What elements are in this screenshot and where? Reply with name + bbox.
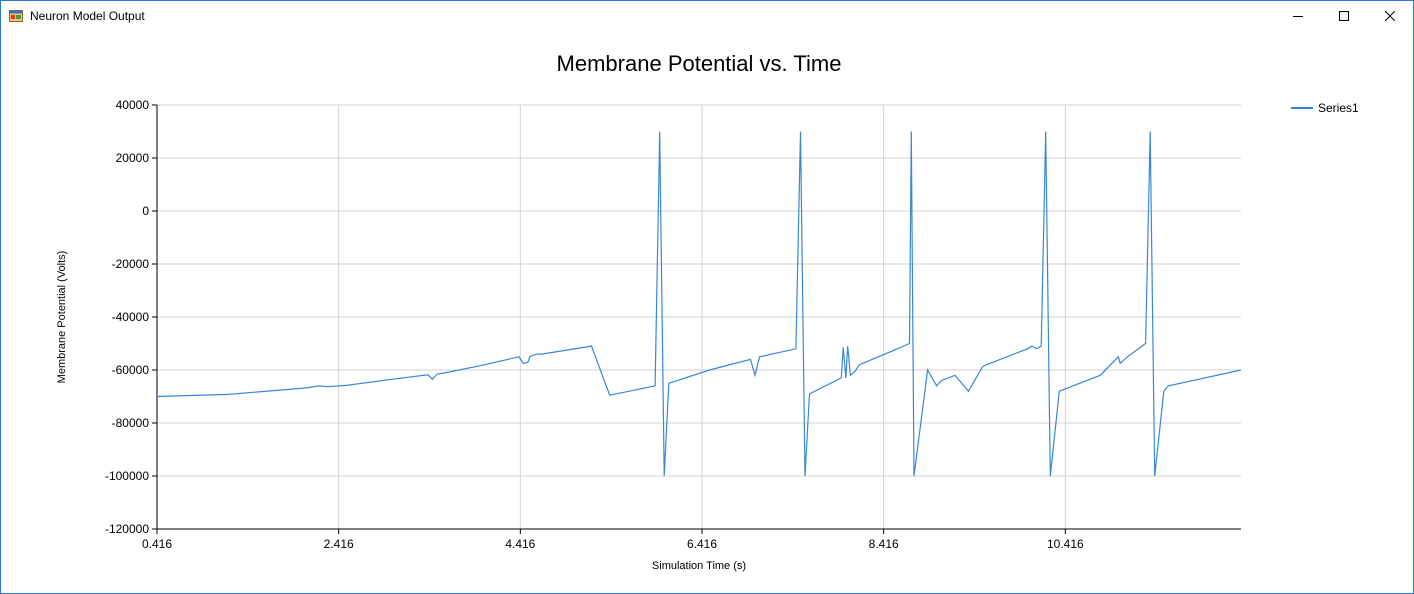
title-bar[interactable]: Neuron Model Output: [1, 1, 1413, 31]
x-tick-label: 6.416: [687, 537, 717, 551]
y-tick-label: 20000: [116, 151, 150, 165]
legend-series-name: Series1: [1318, 101, 1359, 115]
maximize-button[interactable]: [1321, 1, 1367, 31]
close-button[interactable]: [1367, 1, 1413, 31]
y-tick-label: -80000: [112, 416, 150, 430]
close-icon: [1385, 11, 1395, 21]
grid-lines: [157, 104, 1241, 529]
x-axis-label: Simulation Time (s): [652, 560, 746, 572]
chart-title: Membrane Potential vs. Time: [556, 51, 842, 76]
x-tick-label: 0.416: [142, 537, 172, 551]
y-tick-label: 0: [142, 204, 149, 218]
y-tick-label: -100000: [105, 469, 149, 483]
window-title: Neuron Model Output: [30, 9, 145, 23]
x-tick-label: 2.416: [324, 537, 354, 551]
chart-legend: Series1: [1291, 101, 1359, 115]
y-tick-label: 40000: [116, 98, 150, 112]
minimize-button[interactable]: [1275, 1, 1321, 31]
tick-labels: 40000 20000 0 -20000 -40000 -60000 -80000 -1000…: [105, 98, 1084, 551]
x-tick-label: 4.416: [505, 537, 535, 551]
series-line-series1: [156, 131, 1242, 477]
y-axis-label: Membrane Potential (Volts): [56, 251, 68, 384]
chart-area: Membrane Potential vs. Time Series1 4000…: [1, 31, 1413, 593]
x-tick-label: 8.416: [869, 537, 899, 551]
y-tick-label: -120000: [105, 522, 149, 536]
y-tick-label: -60000: [112, 363, 150, 377]
y-tick-label: -40000: [112, 310, 150, 324]
minimize-icon: [1293, 16, 1303, 17]
maximize-icon: [1339, 11, 1349, 21]
axes: [152, 104, 1241, 534]
legend-swatch: [1291, 107, 1313, 109]
y-tick-label: -20000: [112, 257, 150, 271]
series-layer: [156, 131, 1242, 477]
line-chart: 40000 20000 0 -20000 -40000 -60000 -80000 -1000…: [56, 98, 1242, 572]
app-form-icon[interactable]: [9, 9, 23, 23]
x-tick-label: 10.416: [1047, 537, 1084, 551]
